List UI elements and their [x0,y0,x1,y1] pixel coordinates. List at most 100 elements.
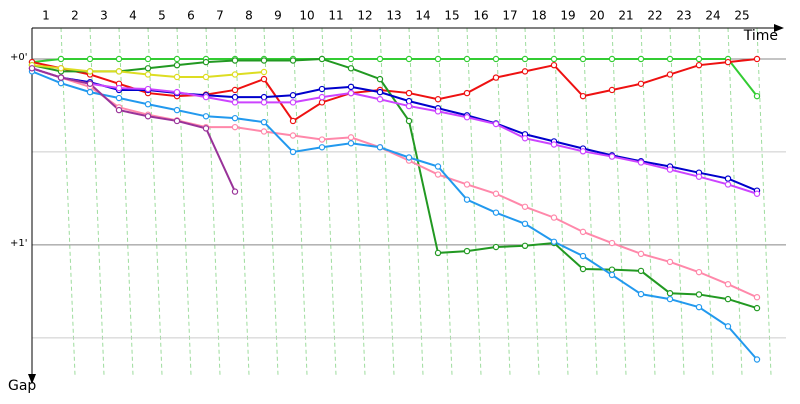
data-point [434,171,442,178]
data-point [231,86,239,94]
x-tick-label: 20 [589,9,604,23]
x-tick-label: 24 [705,9,720,23]
data-point [318,99,326,106]
data-point [347,140,355,147]
data-point [608,266,616,273]
y-tick-label: +1' [10,238,28,249]
series-line [31,57,758,123]
data-point [695,291,703,298]
series-line [31,57,758,310]
x-tick-label: 19 [560,9,575,23]
data-point [144,101,152,108]
data-point [347,134,355,141]
data-point [666,71,674,78]
data-point [608,239,616,247]
data-point [144,113,152,120]
data-point [318,136,326,143]
data-point [144,71,152,78]
data-point [28,65,36,72]
data-point [144,55,152,63]
data-point [86,88,94,96]
data-point [492,190,500,197]
data-point [260,68,268,76]
data-point [666,166,674,173]
data-point [463,181,471,188]
x-tick-label: 3 [100,9,108,23]
data-point [637,55,645,63]
lap-grid-line [408,27,424,376]
data-point [579,252,587,260]
data-point [144,85,152,93]
data-point [115,68,123,75]
data-point [608,271,616,279]
data-point [376,96,384,103]
data-point [173,88,181,96]
data-point [173,61,181,69]
data-point [492,243,500,251]
data-point [463,89,471,97]
data-point [579,148,587,155]
x-tick-label: 15 [444,9,459,23]
lap-grid-line [321,27,337,376]
data-point [202,73,210,81]
data-point [347,89,355,97]
x-axis-title: Time [743,28,778,44]
data-point [434,96,442,103]
data-point [376,144,384,151]
lap-grid-line [611,27,627,376]
data-point [57,55,65,63]
data-point [695,55,703,63]
data-point [57,79,65,87]
series-line [31,67,758,195]
plot-area [28,55,761,363]
data-point [753,92,761,100]
data-point [753,304,761,312]
data-point [550,238,558,245]
lap-grid-line [263,27,279,376]
data-point [434,55,442,63]
lap-grid-line [292,27,308,376]
data-point [57,65,65,72]
series-line [31,57,758,97]
data-point [492,74,500,81]
data-point [318,85,326,93]
x-tick-label: 12 [357,9,372,23]
data-point [57,74,65,81]
lap-grid-line [379,27,395,376]
data-point [86,55,94,63]
x-tick-label: 21 [618,9,633,23]
data-point [637,159,645,166]
data-point [289,57,297,64]
data-point [347,83,355,91]
data-point [289,132,297,139]
data-point [231,188,239,195]
data-point [637,250,645,258]
data-point [579,265,587,273]
data-point [318,93,326,101]
series-line [31,70,758,361]
data-point [463,55,471,63]
data-point [637,80,645,87]
data-point [753,190,761,197]
data-point [202,113,210,120]
lap-grid-line [495,27,511,376]
data-point [753,294,761,301]
data-point [231,114,239,122]
data-point [724,58,732,66]
data-point [492,55,500,63]
x-tick-label: 6 [187,9,195,23]
data-point [115,106,123,114]
data-point [318,144,326,151]
data-point [289,92,297,99]
data-point [608,153,616,160]
data-point [260,93,268,101]
lap-grid-line [698,27,714,376]
data-point [521,68,529,75]
x-tick-label: 25 [734,9,749,23]
data-point [521,135,529,142]
data-point [463,247,471,255]
data-point [521,55,529,63]
x-tick-label: 4 [129,9,137,23]
data-point [608,55,616,63]
